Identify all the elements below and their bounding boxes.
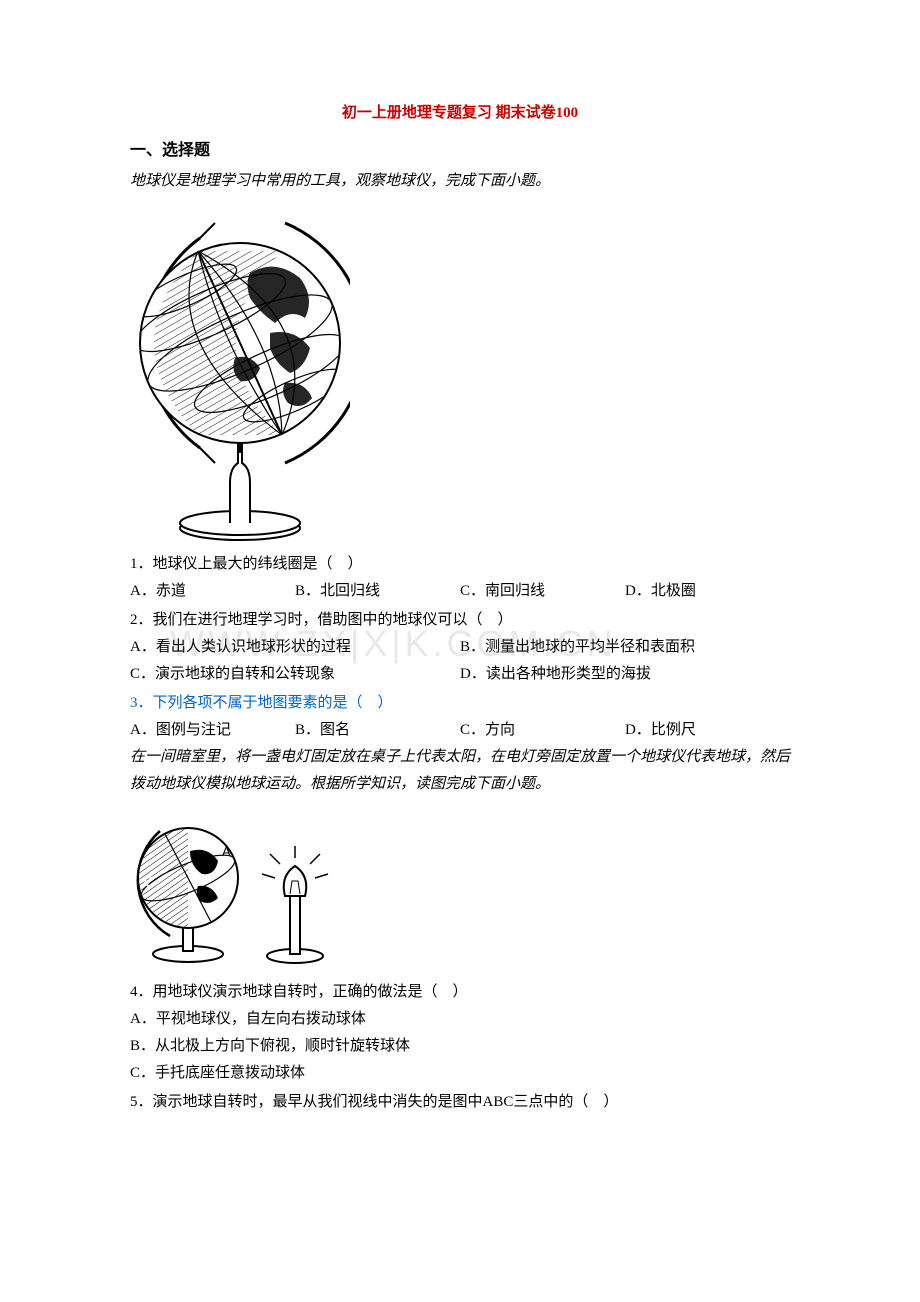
choice-a: A．赤道 (130, 578, 295, 605)
question-5: 5．演示地球自转时，最早从我们视线中消失的是图中ABC三点中的（ ） (130, 1089, 790, 1116)
choice-c: C．方向 (460, 717, 625, 744)
question-5-text: 5．演示地球自转时，最早从我们视线中消失的是图中ABC三点中的（ ） (130, 1089, 790, 1116)
question-2-text: 2．我们在进行地理学习时，借助图中的地球仪可以（ ） (130, 607, 790, 634)
question-2-choices: A．看出人类认识地球形状的过程 B．测量出地球的平均半径和表面积 C．演示地球的… (130, 634, 790, 688)
question-2: 2．我们在进行地理学习时，借助图中的地球仪可以（ ） A．看出人类认识地球形状的… (130, 607, 790, 688)
question-3: 3．下列各项不属于地图要素的是（ ） (130, 690, 790, 717)
section-heading: 一、选择题 (130, 137, 790, 166)
lamp-globe-figure: A B C (130, 806, 790, 971)
choice-c: C．手托底座任意拨动球体 (130, 1060, 790, 1087)
choice-a: A．平视地球仪，自左向右拨动球体 (130, 1006, 790, 1033)
svg-text:A: A (222, 844, 231, 859)
choice-d: D．比例尺 (625, 717, 790, 744)
svg-text:C: C (144, 874, 153, 889)
question-4: 4．用地球仪演示地球自转时，正确的做法是（ ） A．平视地球仪，自左向右拨动球体… (130, 979, 790, 1087)
intro-text-1: 地球仪是地理学习中常用的工具，观察地球仪，完成下面小题。 (130, 168, 790, 195)
document-title: 初一上册地理专题复习 期末试卷100 (130, 100, 790, 127)
choice-a: A．看出人类认识地球形状的过程 (130, 634, 460, 661)
choice-c: C．南回归线 (460, 578, 625, 605)
choice-c: C．演示地球的自转和公转现象 (130, 661, 460, 688)
question-1: 1．地球仪上最大的纬线圈是（ ） A．赤道 B．北回归线 C．南回归线 D．北极… (130, 551, 790, 605)
question-4-text: 4．用地球仪演示地球自转时，正确的做法是（ ） (130, 979, 790, 1006)
intro-text-2: 在一间暗室里，将一盏电灯固定放在桌子上代表太阳，在电灯旁固定放置一个地球仪代表地… (130, 744, 790, 798)
svg-text:B: B (198, 889, 207, 904)
question-1-choices: A．赤道 B．北回归线 C．南回归线 D．北极圈 (130, 578, 790, 605)
choice-b: B．测量出地球的平均半径和表面积 (460, 634, 790, 661)
choice-b: B．图名 (295, 717, 460, 744)
choice-b: B．从北极上方向下俯视，顺时针旋转球体 (130, 1033, 790, 1060)
question-4-choices: A．平视地球仪，自左向右拨动球体 B．从北极上方向下俯视，顺时针旋转球体 C．手… (130, 1006, 790, 1087)
question-3-choices: A．图例与注记 B．图名 C．方向 D．比例尺 (130, 717, 790, 744)
question-1-text: 1．地球仪上最大的纬线圈是（ ） (130, 551, 790, 578)
question-3-text: 3．下列各项不属于地图要素的是（ ） (130, 690, 790, 717)
globe-figure (130, 203, 790, 543)
choice-d: D．读出各种地形类型的海拔 (460, 661, 790, 688)
choice-d: D．北极圈 (625, 578, 790, 605)
choice-a: A．图例与注记 (130, 717, 295, 744)
choice-b: B．北回归线 (295, 578, 460, 605)
